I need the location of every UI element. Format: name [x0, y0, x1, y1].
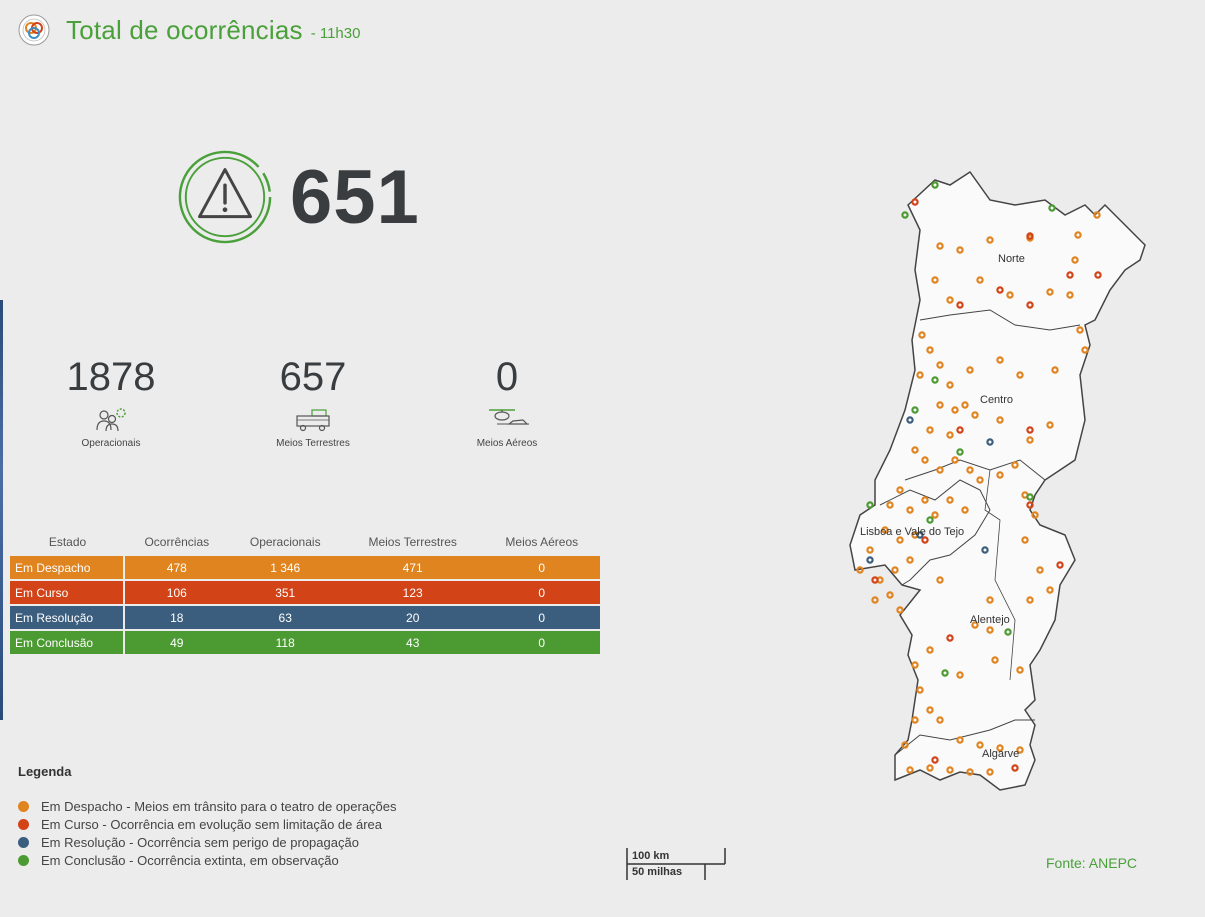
- cell-estado: Em Conclusão: [10, 631, 125, 654]
- legend-label: Em Curso - Ocorrência em evolução sem li…: [41, 816, 383, 832]
- legend-item: Em Despacho - Meios em trânsito para o t…: [18, 797, 397, 815]
- region-border-norte: [919, 309, 1081, 331]
- legend-dot-curso: [18, 818, 29, 830]
- cell-estado: Em Resolução: [10, 606, 125, 629]
- page-time: - 11h30: [310, 24, 361, 42]
- stat-operacionais: 1878 Operacionais: [36, 355, 186, 449]
- cell-estado: Em Despacho: [10, 556, 125, 579]
- region-label-norte: Norte: [998, 253, 1025, 265]
- cell-operacionais: 1 346: [228, 556, 342, 579]
- summary-table: Estado Ocorrências Operacionais Meios Te…: [10, 530, 600, 656]
- warning-icon: [178, 150, 272, 244]
- legend-item: Em Curso - Ocorrência em evolução sem li…: [18, 815, 397, 833]
- table-row: Em Resolução 18 63 20 0: [10, 606, 600, 629]
- region-border-alentejo: [894, 719, 1035, 756]
- total-occurrences: 651: [176, 148, 420, 246]
- column-header-meios-aereos: Meios Aéreos: [505, 535, 579, 549]
- legend-dot-resolucao: [18, 836, 29, 848]
- table-header-row: Estado Ocorrências Operacionais Meios Te…: [10, 532, 600, 554]
- stat-label: Operacionais: [81, 438, 141, 449]
- cell-estado: Em Curso: [10, 581, 125, 604]
- anepc-logo-icon: [18, 14, 50, 46]
- stat-value: 0: [495, 355, 519, 399]
- cell-ocorrencias: 106: [125, 581, 229, 604]
- cell-terrestres: 471: [341, 556, 484, 579]
- cell-aereos: 0: [483, 631, 600, 654]
- stat-meios-aereos: 0 Meios Aéreos: [432, 355, 582, 449]
- portugal-map[interactable]: Norte Centro Lisboa e Vale do Tejo Alent…: [840, 160, 1160, 800]
- legend-item: Em Resolução - Ocorrência sem perigo de …: [18, 833, 397, 851]
- table-row: Em Conclusão 49 118 43 0: [10, 631, 600, 654]
- cell-terrestres: 123: [341, 581, 484, 604]
- stat-value: 657: [279, 355, 347, 399]
- legend-dot-conclusao: [18, 854, 29, 866]
- scale-miles-label: 50 milhas: [632, 866, 683, 878]
- column-header-estado: Estado: [48, 535, 87, 549]
- aircraft-icon: [489, 409, 529, 425]
- column-header-operacionais: Operacionais: [249, 535, 321, 549]
- region-border-centro: [904, 459, 1046, 481]
- column-header-ocorrencias: Ocorrências: [144, 535, 210, 549]
- header: Total de ocorrências - 11h30: [18, 14, 360, 46]
- region-label-centro: Centro: [980, 394, 1013, 406]
- cell-operacionais: 63: [228, 606, 342, 629]
- region-border-lvt: [879, 479, 991, 586]
- scale-km-label: 100 km: [632, 850, 670, 862]
- incident-markers: [856, 181, 1102, 776]
- legend-label: Em Conclusão - Ocorrência extinta, em ob…: [41, 852, 339, 868]
- region-border-inner: [984, 469, 1016, 681]
- page-title: Total de ocorrências: [66, 14, 303, 45]
- stat-meios-terrestres: 657 Meios Terrestres: [238, 355, 388, 449]
- left-edge-decoration: [0, 300, 3, 720]
- cell-operacionais: 351: [228, 581, 342, 604]
- cell-operacionais: 118: [228, 631, 342, 654]
- legend-title: Legenda: [18, 764, 72, 779]
- firefighters-icon: [96, 408, 126, 432]
- region-label-alentejo: Alentejo: [970, 614, 1010, 626]
- total-value: 651: [290, 154, 420, 240]
- cell-terrestres: 20: [341, 606, 484, 629]
- fire-truck-icon: [296, 409, 330, 432]
- legend-label: Em Resolução - Ocorrência sem perigo de …: [41, 834, 359, 850]
- legend-dot-despacho: [18, 800, 29, 812]
- stat-value: 1878: [66, 355, 156, 399]
- stat-label: Meios Aéreos: [476, 438, 538, 449]
- region-label-algarve: Algarve: [982, 748, 1019, 760]
- cell-aereos: 0: [483, 556, 600, 579]
- table-row: Em Curso 106 351 123 0: [10, 581, 600, 604]
- cell-ocorrencias: 49: [125, 631, 229, 654]
- legend: Legenda Em Despacho - Meios em trânsito …: [18, 764, 397, 869]
- cell-aereos: 0: [483, 606, 600, 629]
- table-row: Em Despacho 478 1 346 471 0: [10, 556, 600, 579]
- column-header-meios-terrestres: Meios Terrestres: [368, 535, 457, 549]
- cell-aereos: 0: [483, 581, 600, 604]
- region-label-lvt: Lisboa e Vale do Tejo: [860, 526, 964, 538]
- cell-ocorrencias: 478: [125, 556, 229, 579]
- cell-terrestres: 43: [341, 631, 484, 654]
- cell-ocorrencias: 18: [125, 606, 229, 629]
- stat-label: Meios Terrestres: [276, 438, 350, 449]
- legend-label: Em Despacho - Meios em trânsito para o t…: [41, 798, 397, 814]
- source-credit: Fonte: ANEPC: [1046, 855, 1138, 871]
- legend-item: Em Conclusão - Ocorrência extinta, em ob…: [18, 851, 397, 869]
- map-scale-bar: 100 km 50 milhas: [626, 846, 726, 882]
